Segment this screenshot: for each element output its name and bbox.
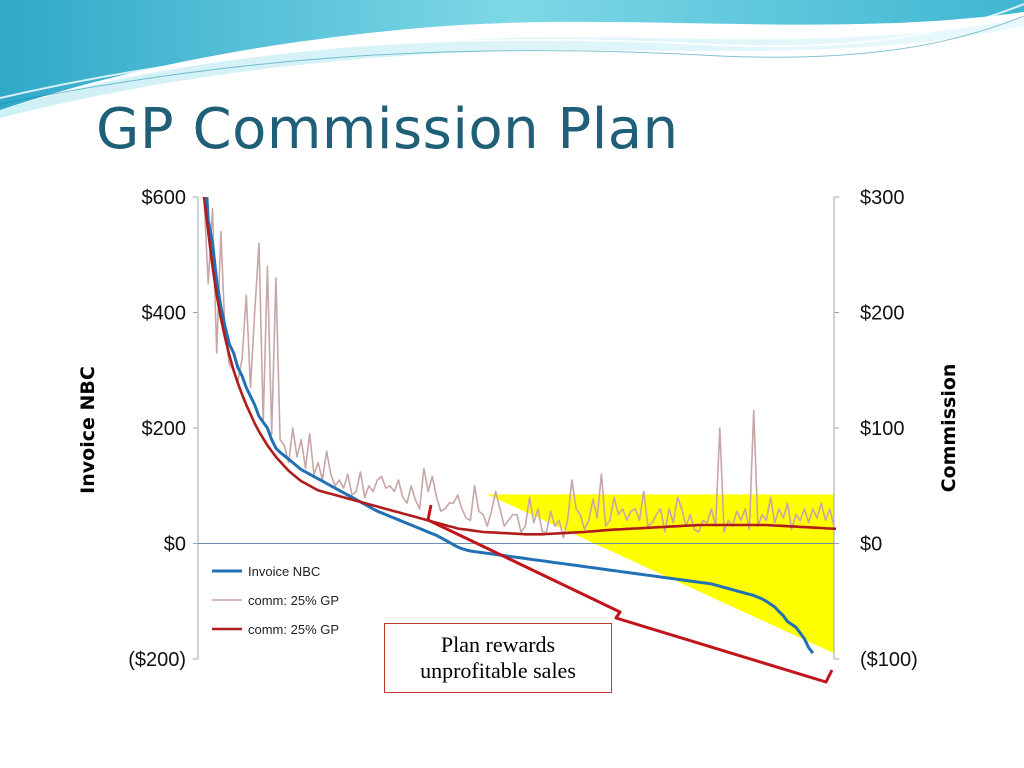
y-axis-title-left: Invoice NBC [77, 366, 99, 494]
legend-label: comm: 25% GP [248, 622, 339, 637]
series-line-invoice-nbc [205, 197, 815, 655]
annotation-bracket [426, 504, 834, 684]
callout-line-1: Plan rewards [440, 632, 556, 657]
y-tick-label-right: $300 [860, 187, 905, 209]
annotation-callout: Plan rewards unprofitable sales [384, 623, 612, 693]
callout-line-2: unprofitable sales [420, 658, 576, 683]
y-axis-title-right: Commission [938, 364, 960, 493]
unprofitable-region-highlight [487, 494, 834, 654]
y-tick-label-left: $200 [142, 418, 187, 440]
legend-label: comm: 25% GP [248, 593, 339, 608]
y-tick-label-right: $200 [860, 303, 905, 325]
y-tick-label-left: $600 [142, 187, 187, 209]
series-line-comm-trend [202, 197, 836, 536]
slide-title: GP Commission Plan [96, 97, 679, 162]
y-tick-label-left: ($200) [128, 649, 186, 671]
slide-header-wave [0, 0, 1024, 118]
legend-label: Invoice NBC [248, 564, 320, 579]
y-tick-label-right: ($100) [860, 649, 918, 671]
series-line-comm-raw [203, 197, 835, 539]
y-tick-label-left: $400 [142, 303, 187, 325]
y-tick-label-right: $100 [860, 418, 905, 440]
y-tick-label-left: $0 [164, 534, 186, 556]
y-tick-label-right: $0 [860, 534, 882, 556]
